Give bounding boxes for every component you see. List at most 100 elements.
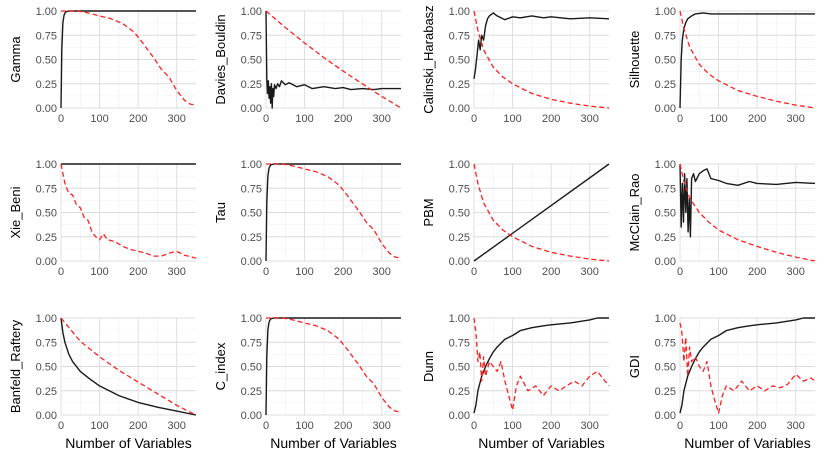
x-tick-label: 100 bbox=[709, 420, 727, 432]
dashed-series-line bbox=[473, 163, 610, 262]
y-tick-label: 0.00 bbox=[655, 410, 676, 422]
y-tick-label: 0.75 bbox=[449, 337, 470, 349]
x-tick-label: 0 bbox=[471, 420, 477, 432]
y-tick-label: 0.50 bbox=[36, 208, 57, 220]
y-tick-label: 0.00 bbox=[449, 103, 470, 115]
x-tick-label: 300 bbox=[168, 420, 186, 432]
dashed-series-line bbox=[266, 317, 402, 413]
solid-series-line bbox=[473, 317, 609, 414]
panel-dunn: 0.00 0.25 0.50 0.75 1.00 0 100 200 300 Dunn Number… bbox=[421, 313, 610, 451]
y-tick-label: 0.50 bbox=[36, 362, 57, 374]
y-tick-label: 0.50 bbox=[241, 208, 262, 220]
y-tick-label: 0.25 bbox=[449, 232, 470, 244]
dashed-series-line bbox=[473, 317, 610, 411]
x-tick-label: 100 bbox=[709, 266, 727, 278]
y-tick-label: 0.75 bbox=[241, 30, 262, 42]
y-tick-label: 1.00 bbox=[449, 313, 470, 325]
solid-series-line bbox=[265, 317, 401, 416]
panel-tau: 0.00 0.25 0.50 0.75 1.00 0 100 200 300 Tau bbox=[213, 159, 402, 278]
dashed-series-line bbox=[265, 10, 402, 109]
y-tick-label: 0.25 bbox=[241, 386, 262, 398]
y-tick-label: 0.75 bbox=[36, 337, 57, 349]
y-tick-label: 0.00 bbox=[36, 103, 57, 115]
x-tick-label: 200 bbox=[748, 113, 766, 125]
x-tick-label: 200 bbox=[334, 113, 352, 125]
y-axis-label: C_index bbox=[213, 342, 228, 390]
y-axis-label: McClain_Rao bbox=[627, 173, 642, 251]
y-tick-label: 0.75 bbox=[241, 183, 262, 195]
x-tick-label: 100 bbox=[503, 420, 521, 432]
y-axis-label: Xie_Beni bbox=[8, 186, 23, 238]
x-tick-label: 0 bbox=[677, 420, 683, 432]
x-tick-label: 200 bbox=[129, 113, 147, 125]
y-tick-label: 0.25 bbox=[241, 79, 262, 91]
y-tick-label: 0.50 bbox=[241, 362, 262, 374]
y-axis-label: PBM bbox=[421, 198, 436, 226]
x-tick-label: 200 bbox=[542, 266, 560, 278]
x-tick-label: 200 bbox=[748, 266, 766, 278]
panel-xie-beni: 0.00 0.25 0.50 0.75 1.00 0 100 200 300 Xie_Beni bbox=[8, 159, 197, 278]
y-axis-label: GDI bbox=[627, 355, 642, 378]
y-axis-label: Banfeld_Raftery bbox=[8, 319, 23, 413]
x-tick-label: 100 bbox=[709, 113, 727, 125]
y-tick-label: 1.00 bbox=[449, 6, 470, 18]
y-tick-label: 1.00 bbox=[241, 159, 262, 171]
x-tick-label: 0 bbox=[677, 113, 683, 125]
solid-series-line bbox=[679, 12, 815, 109]
y-tick-label: 0.25 bbox=[655, 232, 676, 244]
x-tick-label: 100 bbox=[90, 113, 108, 125]
y-tick-label: 0.50 bbox=[655, 362, 676, 374]
y-tick-label: 0.50 bbox=[241, 55, 262, 67]
y-tick-label: 1.00 bbox=[36, 313, 57, 325]
y-tick-label: 1.00 bbox=[241, 313, 262, 325]
solid-series-line bbox=[265, 163, 401, 262]
x-tick-label: 200 bbox=[542, 113, 560, 125]
dashed-series-line bbox=[60, 163, 197, 259]
y-tick-label: 0.50 bbox=[449, 208, 470, 220]
x-tick-label: 100 bbox=[295, 420, 313, 432]
x-tick-label: 0 bbox=[471, 266, 477, 278]
x-tick-label: 0 bbox=[263, 420, 269, 432]
x-tick-label: 200 bbox=[129, 420, 147, 432]
x-tick-label: 0 bbox=[58, 266, 64, 278]
solid-series-line bbox=[473, 163, 610, 262]
dashed-series-line bbox=[266, 163, 402, 259]
y-axis-label: Tau bbox=[213, 202, 228, 223]
x-tick-label: 100 bbox=[503, 266, 521, 278]
dashed-series-line bbox=[679, 163, 816, 262]
dashed-series-line bbox=[60, 317, 197, 416]
dashed-series-line bbox=[679, 10, 816, 109]
dashed-series-line bbox=[679, 322, 816, 414]
y-tick-label: 1.00 bbox=[655, 159, 676, 171]
panel-banfeld-raftery: 0.00 0.25 0.50 0.75 1.00 0 100 200 300 Banfeld_Ra… bbox=[8, 313, 197, 451]
solid-series-line bbox=[679, 317, 815, 414]
x-tick-label: 0 bbox=[263, 113, 269, 125]
panel-pbm: 0.00 0.25 0.50 0.75 1.00 0 100 200 300 PBM bbox=[421, 159, 610, 278]
x-tick-label: 300 bbox=[787, 420, 805, 432]
y-tick-label: 0.25 bbox=[449, 386, 470, 398]
y-tick-label: 1.00 bbox=[241, 6, 262, 18]
y-tick-label: 0.25 bbox=[241, 232, 262, 244]
y-tick-label: 1.00 bbox=[449, 159, 470, 171]
y-tick-label: 0.50 bbox=[655, 208, 676, 220]
x-tick-label: 300 bbox=[581, 113, 599, 125]
x-tick-label: 0 bbox=[677, 266, 683, 278]
panel-davies-bouldin: 0.00 0.25 0.50 0.75 1.00 0 100 200 300 Davies_Bou… bbox=[213, 6, 402, 125]
dashed-series-line bbox=[473, 10, 610, 109]
x-tick-label: 100 bbox=[90, 420, 108, 432]
y-axis-label: Davies_Bouldin bbox=[213, 14, 228, 104]
solid-series-line bbox=[473, 12, 610, 80]
y-tick-label: 0.50 bbox=[449, 55, 470, 67]
x-tick-label: 300 bbox=[373, 266, 391, 278]
y-axis-label: Calinski_Harabasz bbox=[421, 5, 436, 113]
y-tick-label: 0.00 bbox=[36, 256, 57, 268]
y-tick-label: 0.00 bbox=[449, 256, 470, 268]
panel-gdi: 0.00 0.25 0.50 0.75 1.00 0 100 200 300 GDI Number … bbox=[627, 313, 816, 451]
x-tick-label: 0 bbox=[58, 420, 64, 432]
y-tick-label: 0.25 bbox=[655, 386, 676, 398]
x-tick-label: 200 bbox=[748, 420, 766, 432]
x-tick-label: 100 bbox=[90, 266, 108, 278]
y-tick-label: 0.00 bbox=[241, 103, 262, 115]
x-axis-label: Number of Variables bbox=[270, 435, 397, 451]
